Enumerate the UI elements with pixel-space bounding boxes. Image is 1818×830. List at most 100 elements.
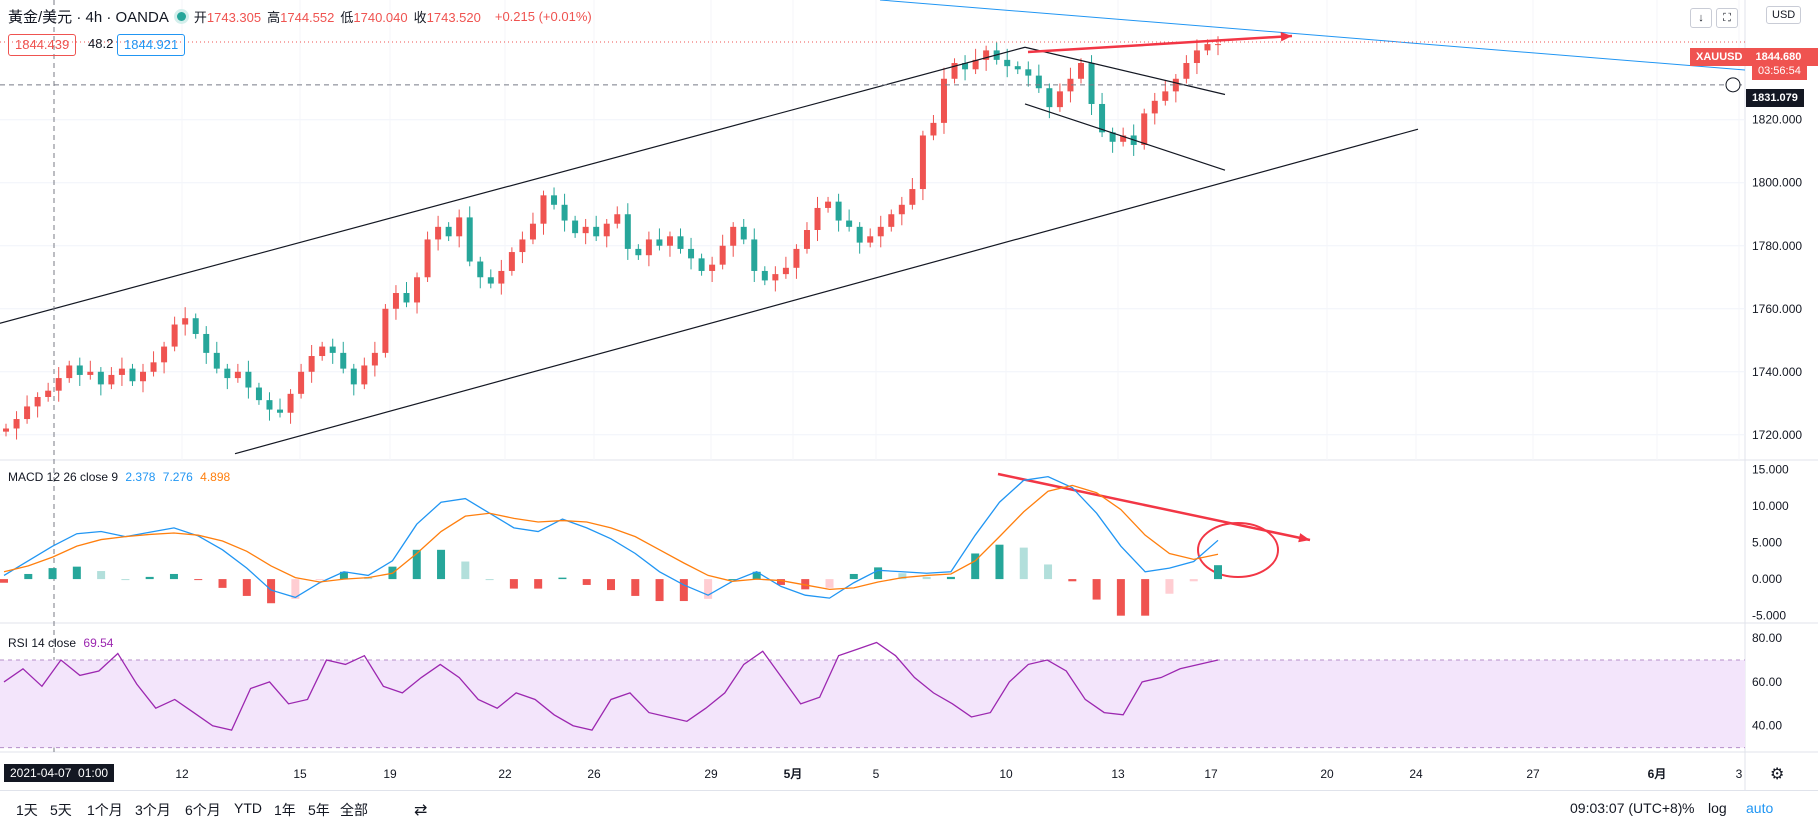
fullscreen-icon[interactable]: ⛶ <box>1716 8 1738 28</box>
rsi-value: 69.54 <box>83 636 114 650</box>
candle-body <box>24 406 31 420</box>
x-tick-label: 27 <box>1526 767 1540 781</box>
hist-value: 4.898 <box>200 470 231 484</box>
range-button[interactable]: 全部 <box>340 802 368 818</box>
range-button[interactable]: YTD <box>234 800 262 816</box>
macd-histogram-bar <box>1141 579 1150 616</box>
macd-histogram-bar <box>485 579 494 581</box>
y-tick-label: 1720.000 <box>1752 428 1802 442</box>
macd-title[interactable]: MACD 12 26 close 9 <box>8 470 119 484</box>
macd-histogram-bar <box>48 568 57 580</box>
ohlc-item: 开1743.305 <box>194 10 267 25</box>
candle-body <box>1099 103 1106 133</box>
macd-histogram-bar <box>437 549 446 580</box>
x-tick-label: 17 <box>1204 767 1218 781</box>
macd-histogram-bar <box>218 579 227 588</box>
macd-histogram-bar <box>72 566 81 580</box>
candle-body <box>793 248 800 268</box>
macd-histogram-bar <box>24 573 33 580</box>
symbol-title[interactable]: 黃金/美元 · 4h · OANDA <box>8 9 169 26</box>
rsi-tick-label: 40.00 <box>1752 719 1782 733</box>
macd-histogram-bar <box>242 579 251 596</box>
candle-body <box>666 236 673 246</box>
macd-histogram-bar <box>461 561 470 580</box>
macd-histogram-bar <box>801 579 810 590</box>
log-toggle[interactable]: log <box>1708 800 1727 816</box>
candle-body <box>593 226 600 237</box>
candle-body <box>1035 75 1042 89</box>
x-tick-label: 12 <box>175 767 189 781</box>
auto-toggle[interactable]: auto <box>1746 800 1774 816</box>
ohlc-key: 低 <box>340 10 354 25</box>
macd-histogram-bar <box>995 544 1004 580</box>
ask-price[interactable]: 1844.921 <box>117 34 186 56</box>
candle-body <box>867 236 874 243</box>
x-tick-label: 22 <box>498 767 512 781</box>
rsi-band <box>0 660 1745 748</box>
x-tick-label: 19 <box>383 767 397 781</box>
candle-body <box>477 261 484 278</box>
candle-body <box>129 368 136 382</box>
last-price: 1844.680 <box>1755 51 1802 63</box>
candle-body <box>540 195 547 224</box>
rsi-line <box>3 641 1219 731</box>
macd-histogram-bar <box>558 577 567 580</box>
macd-legend: MACD 12 26 close 9 2.378 7.276 4.898 <box>8 470 230 484</box>
candle-body <box>1077 63 1084 79</box>
rsi-title[interactable]: RSI 14 close <box>8 636 77 650</box>
macd-histogram-bar <box>776 579 785 585</box>
macd-histogram-bar <box>121 579 130 581</box>
chart-canvas[interactable]: 1720.000 1740.000 1760.000 1780.000 1800.000… <box>0 0 1818 790</box>
bid-price[interactable]: 1844.439 <box>8 34 77 56</box>
candle-body <box>1120 135 1127 142</box>
range-button[interactable]: 5天 <box>50 802 72 818</box>
candle-body <box>234 371 241 379</box>
macd-value: 2.378 <box>125 470 156 484</box>
macd-histogram-bar <box>946 576 955 580</box>
macd-circle <box>1197 522 1279 578</box>
candle-body <box>740 226 747 240</box>
range-button[interactable]: 1个月 <box>87 802 123 818</box>
compare-icon[interactable]: ⇄ <box>414 802 428 819</box>
candle-body <box>698 258 705 271</box>
clock-time: 09:03:07 (UTC+8) <box>1570 800 1683 816</box>
macd-histogram-bar <box>97 571 106 580</box>
macd-histogram-bar <box>655 579 664 602</box>
candle-body <box>983 50 990 60</box>
macd-histogram-bar <box>607 579 615 591</box>
candle-body <box>730 226 737 246</box>
candle-body <box>919 135 926 190</box>
ohlc-value: 1740.040 <box>353 10 408 25</box>
range-button[interactable]: 3个月 <box>135 802 171 818</box>
range-button[interactable]: 1天 <box>16 802 38 818</box>
range-button[interactable]: 5年 <box>308 802 330 818</box>
x-tick-label: 10 <box>999 767 1013 781</box>
macd-histogram-bar <box>728 579 737 581</box>
candle-body <box>782 267 789 275</box>
macd-histogram-bar <box>145 576 154 580</box>
candle-body <box>1141 113 1148 145</box>
candle-body <box>624 214 631 249</box>
gear-icon[interactable]: ⚙ <box>1770 766 1785 783</box>
x-tick-label: 15 <box>293 767 307 781</box>
macd-histogram-bar <box>534 579 543 589</box>
candle-body <box>76 365 83 375</box>
arrow-down-icon[interactable]: ↓ <box>1690 8 1712 28</box>
ohlc-item: 高1744.552 <box>267 10 340 25</box>
macd-histogram-bar <box>825 579 834 588</box>
trend-line <box>0 46 1026 324</box>
x-tick-label: 26 <box>587 767 601 781</box>
macd-histogram-bar <box>874 567 883 580</box>
candle-body <box>108 374 115 385</box>
range-button[interactable]: 1年 <box>274 802 296 818</box>
countdown-tag: 03:56:54 <box>1752 62 1807 80</box>
percent-toggle[interactable]: % <box>1682 800 1695 816</box>
range-button[interactable]: 6个月 <box>185 802 221 818</box>
macd-histogram-bar <box>1116 579 1125 616</box>
macd-tick-label: 10.000 <box>1752 499 1789 513</box>
candle-body <box>34 396 41 407</box>
currency-button[interactable]: USD <box>1766 6 1802 24</box>
candle-body <box>603 223 610 237</box>
macd-arrow <box>997 472 1311 542</box>
candle-body <box>1014 66 1021 70</box>
